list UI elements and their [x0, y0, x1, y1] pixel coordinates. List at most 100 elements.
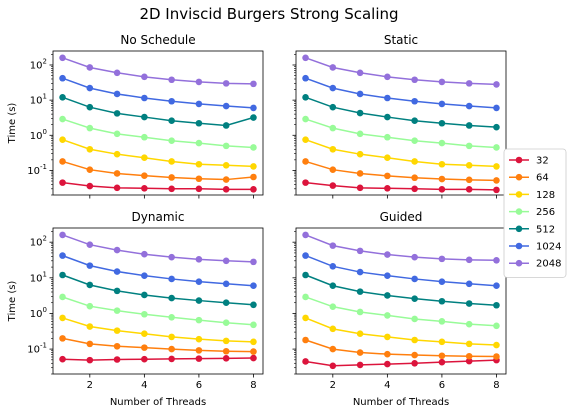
data-point-32	[59, 179, 66, 186]
legend-marker-256	[515, 208, 523, 215]
data-point-64	[356, 349, 364, 356]
data-point-64	[438, 352, 446, 360]
data-point-512	[302, 271, 309, 279]
y-tick-exponent: 1	[43, 270, 47, 278]
data-point-64	[384, 172, 391, 180]
figure-title: 2D Inviscid Burgers Strong Scaling	[139, 5, 398, 23]
data-point-128	[493, 163, 500, 170]
data-point-64	[59, 335, 66, 342]
data-point-64	[329, 166, 337, 173]
data-point-2048	[222, 257, 230, 265]
data-point-128	[222, 161, 230, 169]
data-point-512	[329, 282, 337, 290]
data-point-64	[493, 177, 500, 184]
data-point-512	[86, 103, 94, 111]
series-line-256	[305, 296, 497, 327]
data-point-512	[438, 297, 446, 305]
data-point-512	[141, 113, 148, 121]
legend-label-512: 512	[536, 224, 555, 235]
data-point-2048	[411, 76, 418, 84]
data-point-2048	[250, 258, 257, 266]
data-point-256	[465, 320, 473, 328]
data-point-512	[168, 117, 175, 124]
y-tick-label: 101	[30, 93, 47, 107]
data-point-64	[384, 350, 391, 358]
data-point-1024	[438, 100, 446, 108]
data-point-64	[438, 175, 446, 183]
data-point-512	[195, 119, 203, 127]
y-tick-exponent: -1	[40, 163, 47, 171]
data-point-128	[168, 158, 175, 165]
data-point-64	[168, 345, 175, 353]
series-line-256	[305, 118, 497, 149]
data-point-2048	[59, 54, 66, 62]
x-tick-label: 2	[87, 380, 93, 391]
y-tick-label: 10-1	[27, 342, 47, 356]
legend-label-128: 128	[536, 190, 555, 201]
y-axis-label: Time (s)	[7, 103, 18, 145]
x-tick-label: 2	[330, 380, 336, 391]
data-point-128	[438, 338, 446, 346]
data-point-128	[250, 338, 257, 346]
data-point-2048	[329, 64, 337, 71]
data-point-2048	[141, 250, 148, 258]
data-point-1024	[250, 104, 257, 112]
data-point-128	[168, 333, 175, 341]
data-point-1024	[384, 272, 391, 279]
data-point-256	[465, 142, 473, 150]
y-tick-exponent: 1	[43, 93, 47, 101]
data-point-32	[195, 355, 203, 362]
data-point-1024	[141, 94, 148, 102]
data-point-2048	[86, 64, 94, 71]
data-point-512	[493, 301, 500, 309]
data-point-256	[329, 124, 337, 132]
data-point-32	[356, 184, 364, 192]
data-point-32	[86, 356, 94, 364]
data-point-64	[141, 172, 148, 179]
data-point-256	[113, 307, 121, 314]
data-point-256	[302, 293, 309, 301]
data-point-128	[141, 154, 148, 162]
data-point-32	[168, 185, 175, 193]
data-point-1024	[86, 84, 94, 92]
legend-marker-512	[515, 225, 523, 233]
data-point-1024	[59, 252, 66, 259]
data-point-32	[384, 360, 391, 368]
data-point-512	[250, 301, 257, 309]
data-point-1024	[222, 102, 230, 110]
data-point-1024	[86, 262, 94, 269]
data-point-32	[195, 185, 203, 193]
data-point-512	[356, 288, 364, 295]
y-tick-exponent: 2	[43, 235, 47, 243]
data-point-64	[302, 158, 309, 165]
data-point-1024	[465, 280, 473, 288]
data-point-32	[329, 362, 337, 370]
series-line-256	[62, 296, 254, 326]
data-point-512	[250, 114, 257, 121]
series-line-128	[62, 317, 254, 343]
data-point-2048	[465, 80, 473, 87]
data-point-64	[195, 175, 203, 183]
series-line-2048	[62, 234, 254, 263]
y-tick-label: 101	[30, 270, 47, 284]
y-tick-exponent: -1	[40, 342, 47, 350]
data-point-32	[493, 186, 500, 194]
y-axis-label: Time (s)	[7, 281, 18, 323]
data-point-128	[465, 161, 473, 169]
series-line-2048	[305, 57, 497, 86]
data-point-256	[250, 321, 257, 329]
data-point-2048	[141, 73, 148, 81]
data-point-2048	[195, 78, 203, 86]
data-point-1024	[465, 102, 473, 110]
x-axis-label: Number of Threads	[353, 397, 449, 408]
data-point-128	[384, 333, 391, 341]
series-line-128	[305, 317, 497, 346]
data-point-512	[438, 119, 446, 127]
data-point-2048	[59, 231, 66, 239]
data-point-128	[113, 150, 121, 158]
data-point-32	[168, 355, 175, 363]
data-point-2048	[168, 253, 175, 261]
legend: 32 64 128 256 512 1024 2048	[503, 148, 567, 278]
data-point-256	[302, 115, 309, 123]
